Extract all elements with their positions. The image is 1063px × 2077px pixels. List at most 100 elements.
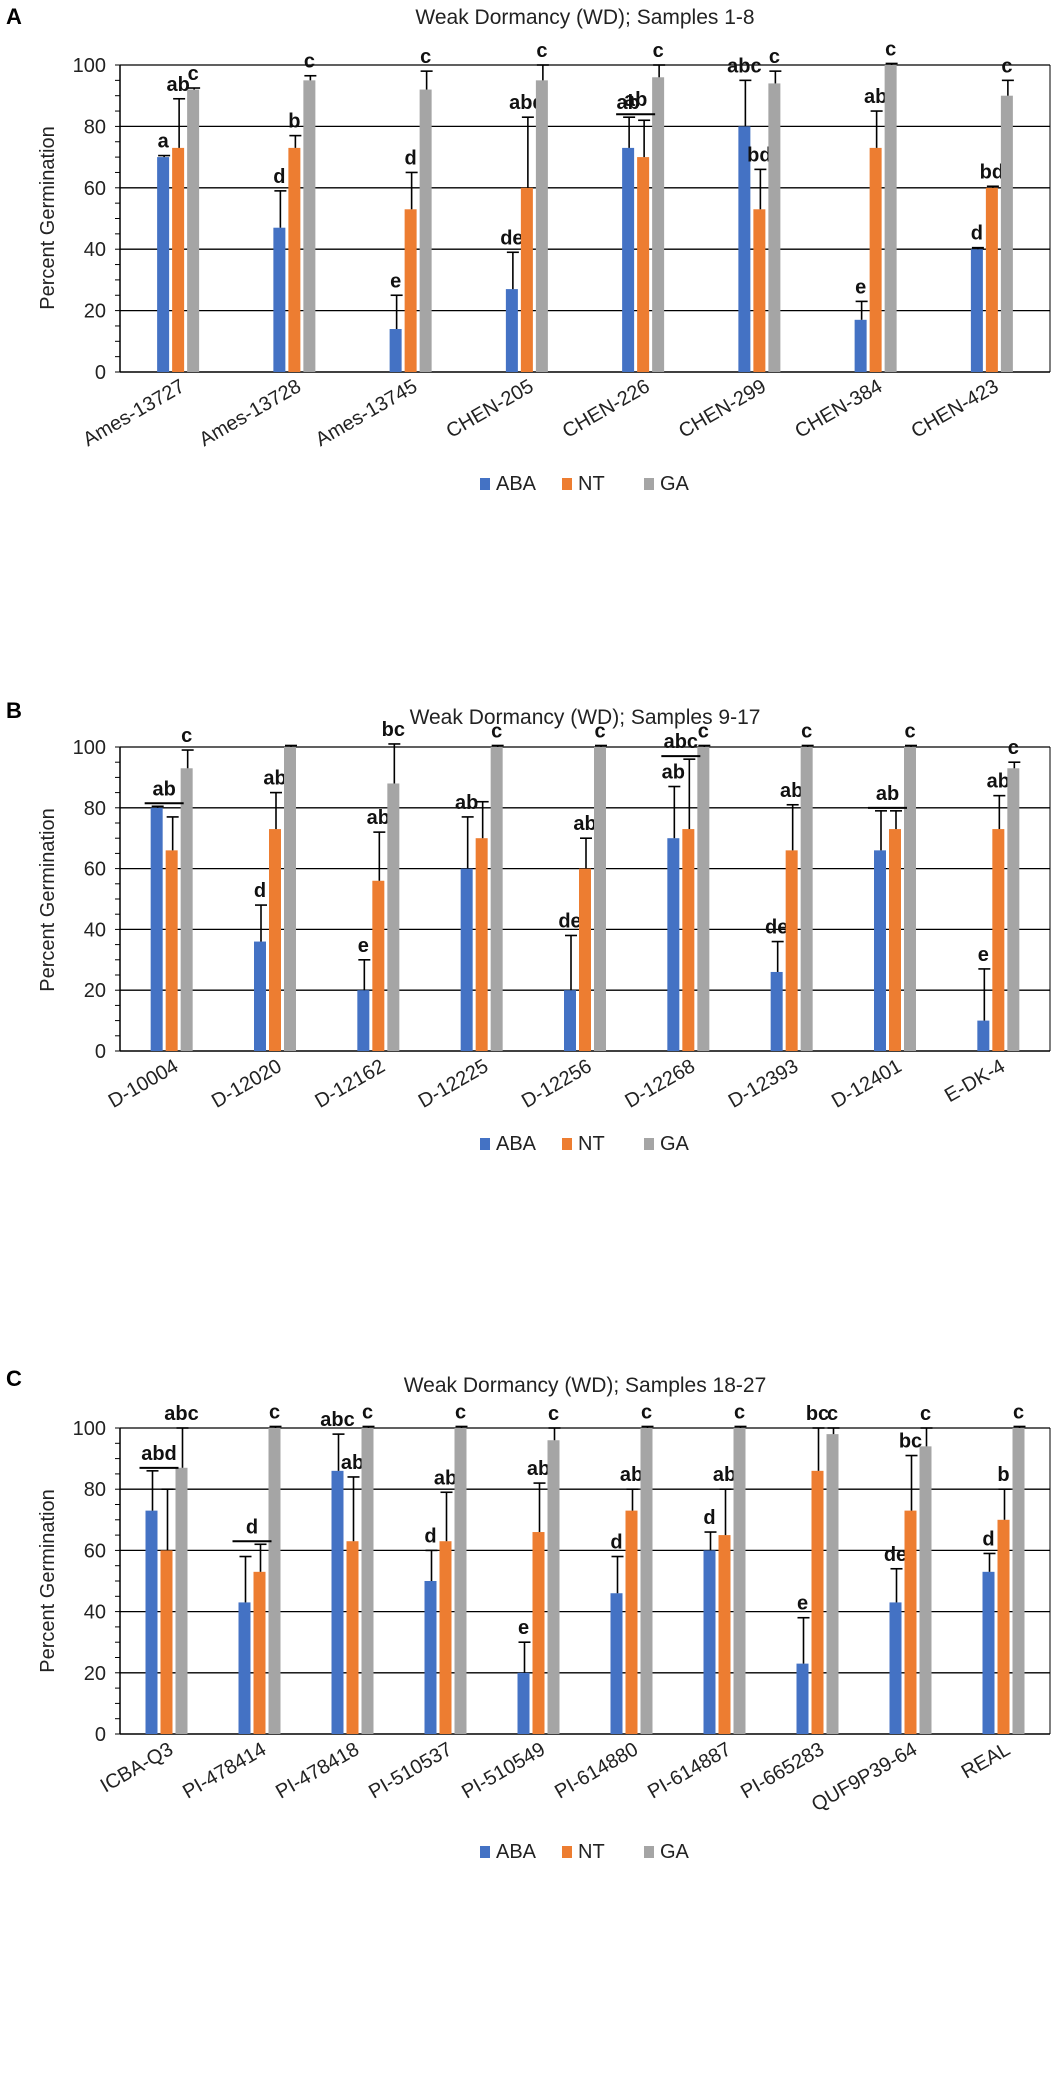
bar-b-nt-6: [785, 850, 798, 1051]
bar-a-ga-1: [303, 80, 316, 372]
sig-label-b-ga-3: c: [491, 720, 502, 742]
sig-label-c-nt-2: ab: [341, 1452, 364, 1474]
bar-c-ga-5: [640, 1428, 653, 1734]
bar-b-nt-2: [372, 880, 385, 1051]
sig-label-b-ga-5: c: [698, 720, 709, 742]
category-label-a-0: Ames-13727: [79, 375, 188, 451]
bar-b-aba-4: [564, 990, 576, 1051]
bar-a-aba-5: [738, 126, 751, 373]
bar-c-nt-3: [439, 1541, 452, 1734]
sig-label-b-ga-0: c: [181, 725, 192, 747]
bar-a-aba-7: [970, 249, 983, 372]
bar-a-aba-6: [854, 319, 867, 372]
legend-label-b-ga: GA: [660, 1133, 690, 1155]
span-label-b-2: ab: [876, 783, 899, 805]
bar-a-ga-3: [535, 80, 548, 372]
sig-label-b-aba-1: d: [254, 880, 266, 902]
sig-label-b-ga-8: c: [1008, 737, 1019, 759]
y-tick-label-c-80: 80: [84, 1479, 106, 1501]
bar-a-aba-2: [389, 329, 402, 372]
category-label-a-5: CHEN-299: [675, 375, 770, 442]
bar-b-nt-1: [269, 829, 281, 1051]
sig-label-a-ga-3: c: [536, 40, 547, 62]
category-label-c-0: ICBA-Q3: [97, 1738, 177, 1797]
sig-label-a-aba-6: e: [855, 276, 866, 298]
y-tick-label-c-40: 40: [84, 1602, 106, 1624]
sig-label-a-aba-4: ab: [616, 92, 639, 114]
sig-label-c-nt-7: bc: [806, 1403, 829, 1425]
sig-label-a-ga-4: c: [653, 40, 664, 62]
bar-b-aba-3: [460, 868, 473, 1051]
sig-label-c-ga-4: c: [548, 1403, 559, 1425]
bar-a-nt-6: [869, 147, 882, 372]
sig-label-b-nt-8: ab: [987, 771, 1010, 793]
bar-b-nt-3: [475, 838, 488, 1051]
chart-title-a: Weak Dormancy (WD); Samples 1-8: [415, 6, 754, 29]
legend-swatch-b-ga: [644, 1138, 654, 1150]
bar-b-aba-1: [254, 941, 266, 1051]
bar-c-ga-1: [268, 1428, 281, 1734]
legend-swatch-b-nt: [562, 1138, 572, 1150]
sig-label-a-nt-0: ab: [166, 74, 189, 96]
chart-title-c: Weak Dormancy (WD); Samples 18-27: [404, 1374, 767, 1397]
y-tick-label-a-0: 0: [95, 362, 106, 384]
bar-a-ga-2: [419, 89, 432, 372]
chart-panel-a: A Weak Dormancy (WD); Samples 1-8 0 20 40 60 8…: [0, 0, 1063, 700]
bar-a-ga-7: [1000, 95, 1013, 372]
sig-label-b-aba-8: e: [978, 944, 989, 966]
sig-label-a-ga-5: c: [769, 46, 780, 68]
bar-a-ga-6: [884, 65, 897, 372]
bar-c-ga-9: [1012, 1428, 1025, 1734]
sig-label-b-nt-4: ab: [573, 813, 596, 835]
panel-label-a: A: [6, 4, 22, 29]
span-label-c-1: d: [246, 1516, 258, 1538]
bar-a-nt-4: [637, 157, 650, 372]
sig-label-b-aba-3: ab: [455, 792, 478, 814]
sig-label-c-nt-5: ab: [620, 1464, 643, 1486]
category-label-a-6: CHEN-384: [791, 375, 886, 442]
chart-panel-b: B Weak Dormancy (WD); Samples 9-17 0 20 40 60…: [0, 698, 1063, 1368]
y-tick-label-a-20: 20: [84, 301, 106, 323]
bar-a-ga-4: [652, 77, 665, 372]
category-label-c-1: PI-478414: [179, 1738, 270, 1803]
sig-label-c-aba-4: e: [518, 1617, 529, 1639]
y-tick-label-b-40: 40: [84, 919, 106, 941]
bar-b-aba-8: [977, 1020, 990, 1051]
bar-c-ga-7: [826, 1434, 839, 1734]
sig-label-b-aba-4: de: [558, 910, 581, 932]
bar-c-aba-9: [982, 1571, 995, 1734]
sig-label-a-ga-6: c: [885, 38, 896, 60]
bar-b-nt-4: [579, 868, 591, 1051]
sig-label-b-ga-4: c: [594, 720, 605, 742]
y-tick-label-b-0: 0: [95, 1041, 106, 1063]
category-label-b-7: D-12401: [828, 1055, 905, 1112]
legend-label-b-nt: NT: [578, 1133, 605, 1155]
bar-c-nt-8: [904, 1510, 917, 1734]
bar-c-nt-1: [253, 1571, 266, 1734]
y-tick-label-c-60: 60: [84, 1540, 106, 1562]
sig-label-b-ga-7: c: [904, 720, 915, 742]
span-label-b-0: ab: [152, 778, 175, 800]
bar-c-ga-2: [361, 1428, 374, 1734]
sig-label-b-nt-6: ab: [780, 780, 803, 802]
sig-label-c-nt-4: ab: [527, 1458, 550, 1480]
y-axis-label-b: Percent Germination: [37, 808, 59, 991]
y-tick-label-a-40: 40: [84, 239, 106, 261]
sig-label-c-ga-7: c: [827, 1403, 838, 1425]
bar-b-ga-4: [594, 747, 606, 1051]
legend-label-a-ga: GA: [660, 473, 690, 495]
bar-c-aba-0: [145, 1510, 158, 1734]
bar-c-ga-8: [919, 1446, 932, 1734]
sig-label-b-ga-2: bc: [382, 719, 405, 741]
bar-a-aba-3: [505, 289, 518, 372]
chart-title-b: Weak Dormancy (WD); Samples 9-17: [410, 706, 761, 729]
bar-c-aba-2: [331, 1470, 344, 1734]
y-axis-label-a: Percent Germination: [37, 126, 59, 309]
sig-label-c-aba-6: d: [703, 1507, 715, 1529]
bar-c-ga-0: [175, 1467, 188, 1734]
category-label-b-8: E-DK-4: [941, 1055, 1009, 1107]
sig-label-c-aba-5: d: [610, 1532, 622, 1554]
bar-a-nt-1: [288, 147, 301, 372]
legend-swatch-c-ga: [644, 1846, 654, 1858]
sig-label-b-nt-2: ab: [367, 807, 390, 829]
